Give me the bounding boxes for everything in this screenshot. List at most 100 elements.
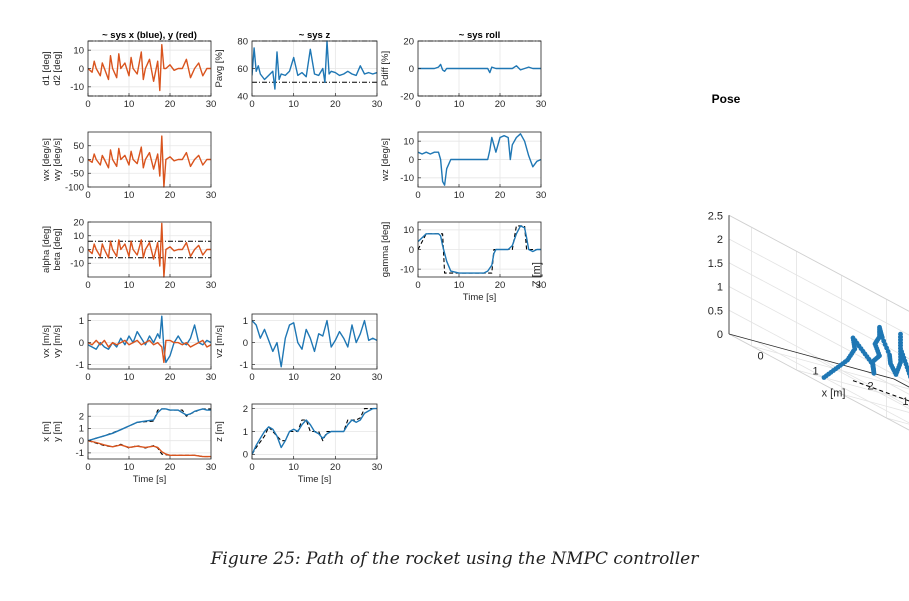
grid-line [728,309,909,407]
z-tick-label: 1.5 [708,258,723,270]
y-tick-label: 1 [79,424,84,435]
x-tick-label: 0 [85,462,90,473]
y-axis-label: d2 [deg] [52,51,63,85]
axes-frame [87,403,212,460]
x-tick-label: 30 [206,280,217,291]
y-axis-label: wy [deg/s] [52,138,63,182]
grid-line [841,393,909,413]
grid-line [866,371,909,395]
chart-title: ~ sys z [299,30,331,41]
z-tick-label: 0.5 [708,305,723,317]
z-tick-label: 0 [717,329,723,341]
x-tick-label: 0 [249,372,254,383]
y-tick-label: 0 [79,245,84,256]
y-axis-label: vx [m/s] [41,325,52,358]
y-tick-label: 0 [79,436,84,447]
x-tick-label: 10 [124,190,135,201]
x-tick-label: 0 [415,99,420,110]
x-tick-label: 10 [124,99,135,110]
x-tick-label: 0 [249,462,254,473]
y-tick-label: 10 [403,136,414,147]
y-tick-label: 20 [73,217,84,228]
y-axis-label: wx [deg/s] [41,138,52,182]
chart-title: ~ sys x (blue), y (red) [102,30,197,41]
y-tick-label: 60 [237,64,248,75]
y-tick-label: 1 [79,316,84,327]
y-tick-label: -50 [70,169,84,180]
x-tick-label: 10 [288,99,299,110]
grid-line [886,417,909,425]
y-axis-label: z [m] [214,421,225,442]
x-tick-label: 30 [206,462,217,473]
x-tick-label: 0 [85,190,90,201]
grid-line [756,341,909,424]
x-tick-label: 30 [206,99,217,110]
grid-line [728,214,909,312]
x-tick-label: 20 [330,462,341,473]
series-line-1 [418,225,541,274]
x-tick-label: 10 [454,99,465,110]
y-axis-label: wz [deg/s] [380,138,391,182]
x-tick-label: 30 [372,462,383,473]
y-tick-label: 0 [409,64,414,75]
series-line-0 [418,63,541,74]
series-line-0 [88,315,211,364]
x-tick-label: 0 [757,351,763,363]
series-line-0 [252,319,377,368]
z-tick-label: 1 [717,282,723,294]
y-tick-label: -10 [70,259,84,270]
x-tick-label: 20 [330,99,341,110]
y-tick-label: 0 [243,450,248,461]
y-tick-label: -1 [76,448,84,459]
grid-line [728,262,909,360]
x-tick-label: 20 [165,372,176,383]
grid-line [728,238,909,336]
series-line-0 [88,44,211,92]
chart-title: ~ sys roll [459,30,500,41]
y-tick-label: 1 [243,316,248,327]
y-tick-label: -10 [70,82,84,93]
y-tick-label: 20 [403,36,414,47]
y-tick-label: 80 [237,36,248,47]
x-tick-label: 10 [288,462,299,473]
x-tick-label: 20 [165,462,176,473]
axes-frame [251,313,378,370]
x-tick-label: 10 [124,462,135,473]
y-tick-label: 0 [409,245,414,256]
y-tick-label: 0 [79,64,84,75]
y-axis-label: Pdiff [%] [380,51,391,86]
x-tick-label: 10 [454,280,465,291]
x-tick-label: 0 [415,190,420,201]
y-tick-label: 0 [79,338,84,349]
y-tick-label: 0 [79,155,84,166]
x-tick-label: 10 [454,190,465,201]
x-tick-label: 30 [372,372,383,383]
series-line-1 [88,339,211,364]
box-edge [728,214,909,312]
x-tick-label: 0 [85,280,90,291]
x-axis-label: Time [s] [133,474,166,485]
z-tick-label: 2.5 [708,210,723,222]
y-tick-label: 50 [73,141,84,152]
series-line-1 [88,408,211,442]
chart-panel-p-pavg: 0 10 20 30 80 60 40 Pavg [%] ~ sys z [214,30,382,110]
plot-area [252,314,377,369]
chart-title: Pose [712,92,741,106]
x-tick-label: 0 [249,99,254,110]
x-tick-label: 0 [85,372,90,383]
y-tick-label: 2 [243,404,248,415]
grid-line [728,333,909,431]
x-tick-label: 20 [165,280,176,291]
grid-line [728,286,909,383]
z-axis-label: Z [m] [531,262,543,287]
y-axis-label: Pavg [%] [214,49,225,87]
y-axis-label: d1 [deg] [41,51,52,85]
